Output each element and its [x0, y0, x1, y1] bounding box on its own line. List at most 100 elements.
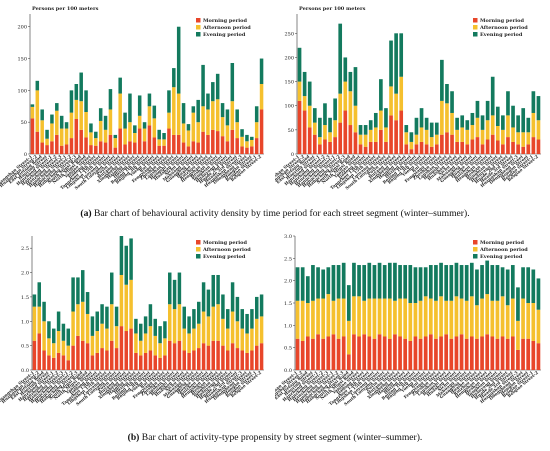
- bar-segment: [176, 93, 181, 135]
- bar-segment: [47, 321, 51, 339]
- y-tick-label: 2.0: [284, 279, 292, 285]
- bar-segment: [108, 134, 113, 154]
- bar-segment: [206, 316, 211, 346]
- bar-segment: [124, 245, 128, 285]
- bar-segment: [66, 360, 70, 370]
- bar-segment: [403, 298, 408, 339]
- bar-segment: [35, 90, 40, 132]
- bar-segment: [367, 262, 372, 299]
- bar-segment: [470, 112, 475, 126]
- bar-segment: [363, 125, 368, 135]
- bar-segment: [379, 79, 383, 111]
- bar-segment: [338, 23, 343, 94]
- bar-segment: [123, 144, 127, 154]
- legend-swatch: [473, 254, 478, 259]
- y-tick-label: 0.5: [21, 344, 29, 350]
- bar-segment: [76, 304, 80, 336]
- bar-segment: [490, 76, 495, 116]
- bar-segment: [235, 321, 240, 349]
- bar-segment: [297, 47, 302, 82]
- bar-segment: [387, 262, 392, 299]
- bar-segment: [64, 128, 69, 145]
- bar-segment: [134, 333, 138, 353]
- bar-segment: [192, 328, 196, 351]
- bar-segment: [500, 336, 505, 370]
- bar-segment: [30, 104, 35, 107]
- bar-segment: [216, 274, 220, 305]
- bar-segment: [445, 103, 449, 133]
- bar-segment: [30, 106, 35, 119]
- bar-segment: [464, 338, 469, 370]
- bar-segment: [305, 276, 310, 303]
- bar-segment: [211, 306, 215, 341]
- bar-segment: [76, 277, 80, 305]
- bar-segment: [225, 141, 230, 154]
- caption-b: (b) Bar chart of activity-type propensit…: [0, 432, 550, 443]
- bar-segment: [259, 109, 264, 154]
- bar-segment: [221, 294, 225, 319]
- bar-segment: [259, 58, 264, 84]
- legend-label: Morning period: [480, 18, 524, 24]
- bar-segment: [182, 328, 186, 351]
- bar-segment: [32, 294, 37, 307]
- bar-segment: [197, 348, 201, 370]
- bar-segment: [516, 144, 520, 154]
- legend-swatch: [196, 240, 201, 245]
- bar-segment: [105, 328, 109, 351]
- legend-label: Afternoon period: [202, 25, 251, 31]
- bar-segment: [124, 284, 128, 332]
- bar-segment: [230, 101, 235, 130]
- y-tick-label: 200: [17, 25, 27, 31]
- bar-segment: [45, 145, 49, 154]
- bar-segment: [113, 134, 118, 139]
- bar-segment: [153, 318, 157, 336]
- bar-segment: [510, 298, 515, 337]
- bar-segment: [460, 115, 465, 128]
- y-tick-label: 1.5: [21, 295, 29, 301]
- bar-segment: [42, 321, 46, 351]
- bar-segment: [52, 357, 56, 370]
- bar-segment: [59, 115, 64, 129]
- bar-segment: [394, 120, 398, 154]
- bar-segment: [71, 311, 75, 346]
- bar-segment: [128, 141, 132, 154]
- bar-segment: [413, 267, 418, 303]
- legend-swatch: [473, 247, 478, 252]
- legend-label: Afternoon period: [479, 25, 528, 31]
- bar-segment: [172, 134, 176, 154]
- bar-segment: [64, 144, 69, 154]
- bar-segment: [196, 122, 200, 143]
- bar-segment: [485, 100, 490, 121]
- bar-segment: [428, 334, 433, 370]
- bar-segment: [177, 340, 182, 370]
- bar-segment: [158, 326, 162, 344]
- y-axis-title: Persons per 100 meters: [299, 6, 366, 12]
- bar-segment: [55, 134, 59, 154]
- bar-segment: [311, 300, 315, 339]
- bar-segment: [454, 336, 459, 370]
- bar-segment: [399, 76, 404, 111]
- bar-segment: [245, 352, 249, 370]
- bar-segment: [326, 267, 331, 295]
- bar-segment: [162, 133, 166, 140]
- bar-segment: [449, 338, 454, 370]
- bar-segment: [259, 343, 264, 370]
- bar-segment: [516, 132, 520, 145]
- y-tick-label: 50: [288, 128, 294, 134]
- bar-segment: [460, 141, 465, 154]
- bar-segment: [118, 128, 122, 154]
- bar-segment: [434, 265, 438, 301]
- bar-segment: [85, 343, 90, 370]
- bar-segment: [490, 336, 495, 370]
- bar-segment: [495, 265, 500, 301]
- y-tick-label: 100: [17, 88, 27, 94]
- legend-label: Afternoon period: [202, 247, 251, 253]
- bar-segment: [526, 267, 531, 303]
- bar-segment: [196, 99, 200, 123]
- bar-segment: [163, 338, 167, 356]
- bar-segment: [176, 134, 181, 154]
- bar-segment: [439, 296, 443, 337]
- bar-segment: [103, 115, 108, 130]
- bar-segment: [108, 89, 113, 110]
